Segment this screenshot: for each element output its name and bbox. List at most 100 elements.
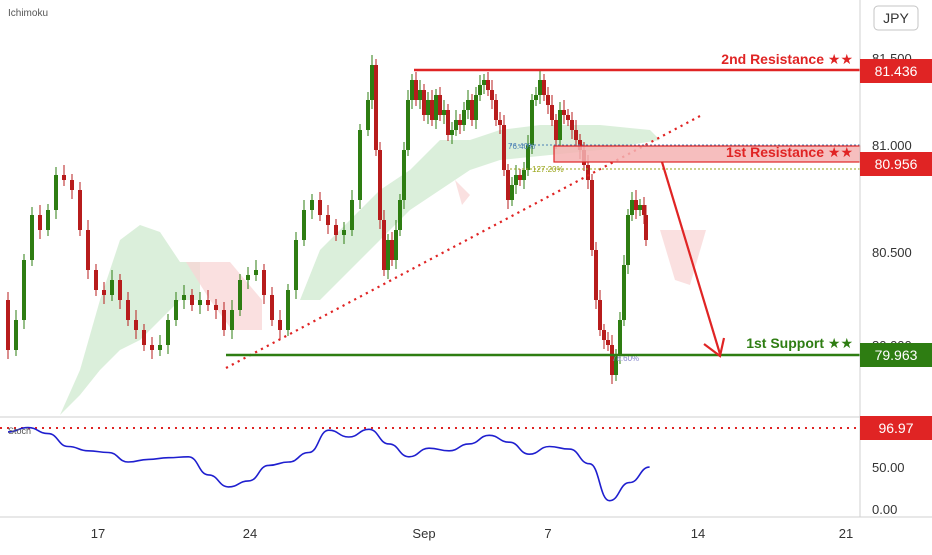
- x-tick-17: 17: [91, 526, 105, 541]
- candle-body: [254, 270, 258, 275]
- candle-body: [422, 90, 426, 115]
- candle-body: [14, 320, 18, 350]
- candle-body: [506, 170, 510, 200]
- candle-body: [198, 300, 202, 305]
- price-tag-first-support: [860, 343, 932, 367]
- candle-body: [606, 340, 610, 345]
- stoch-tick-50: 50.00: [872, 460, 905, 475]
- candle-body: [110, 280, 114, 295]
- candle-body: [430, 100, 434, 120]
- candle-body: [398, 200, 402, 230]
- candle-body: [30, 215, 34, 260]
- candle-body: [410, 80, 414, 100]
- candle-body: [334, 225, 338, 235]
- candle-body: [70, 180, 74, 190]
- candle-body: [326, 215, 330, 225]
- cloud-green-segment-2: [300, 125, 660, 300]
- currency-box[interactable]: [873, 5, 919, 31]
- fib-76-label: 76.40%: [508, 142, 535, 151]
- candle-body: [390, 240, 394, 260]
- candle-body: [406, 100, 410, 150]
- candle-body: [126, 300, 130, 320]
- candle-body: [302, 210, 306, 240]
- stoch-overbought-tag: [860, 416, 932, 440]
- candle-body: [638, 205, 642, 210]
- candle-body: [166, 320, 170, 345]
- cloud-red-segment: [186, 262, 262, 330]
- projection-arrow-head: [703, 337, 726, 358]
- price-tag-first-resistance: [860, 152, 932, 176]
- candle-body: [366, 100, 370, 130]
- first-support-label: 1st Support ★★: [746, 335, 853, 351]
- candle-body: [230, 310, 234, 330]
- candle-body: [394, 230, 398, 260]
- y-tick-80500: 80.500: [872, 245, 912, 260]
- currency-label[interactable]: JPY: [883, 10, 909, 26]
- candle-body: [350, 200, 354, 230]
- candle-body: [118, 280, 122, 300]
- second-resistance-label: 2nd Resistance ★★: [721, 51, 853, 67]
- candle-body: [482, 80, 486, 85]
- candle-body: [466, 100, 470, 110]
- candle-body: [538, 80, 542, 95]
- candle-body: [374, 65, 378, 150]
- candle-body: [550, 105, 554, 120]
- candle-body: [134, 320, 138, 330]
- candle-body: [446, 110, 450, 135]
- x-tick-7: 7: [544, 526, 551, 541]
- candle-body: [454, 120, 458, 130]
- candle-body: [450, 130, 454, 135]
- price-tag-second-resistance-value: 81.436: [875, 63, 918, 79]
- candle-body: [358, 130, 362, 200]
- candle-body: [342, 230, 346, 235]
- price-tag-second-resistance: [860, 59, 932, 83]
- candle-body: [574, 130, 578, 140]
- candle-body: [294, 240, 298, 290]
- candle-body: [598, 300, 602, 330]
- candle-body: [498, 120, 502, 125]
- indicator-title: Ichimoku: [8, 8, 48, 19]
- candle-body: [494, 100, 498, 120]
- candle-body: [490, 90, 494, 100]
- candle-body: [286, 290, 290, 330]
- candle-body: [78, 190, 82, 230]
- candle-body: [158, 345, 162, 350]
- candle-body: [310, 200, 314, 210]
- candle-body: [414, 80, 418, 100]
- candle-body: [626, 215, 630, 265]
- candle-body: [38, 215, 42, 230]
- candle-body: [518, 175, 522, 180]
- candle-body: [554, 120, 558, 140]
- candle-body: [474, 95, 478, 120]
- candle-body: [190, 295, 194, 305]
- candle-body: [62, 175, 66, 180]
- candle-body: [418, 90, 422, 100]
- candle-body: [630, 200, 634, 215]
- candle-body: [562, 110, 566, 115]
- candle-body: [590, 180, 594, 250]
- candle-body: [586, 165, 590, 180]
- candle-body: [618, 320, 622, 355]
- fib-127-label: 127.20%: [532, 165, 564, 174]
- first-resistance-label: 1st Resistance ★★: [726, 144, 853, 160]
- candle-body: [542, 80, 546, 95]
- candle-body: [478, 85, 482, 95]
- price-tag-first-support-value: 79.963: [875, 347, 918, 363]
- x-tick-14: 14: [691, 526, 705, 541]
- candle-body: [610, 345, 614, 375]
- candle-body: [214, 305, 218, 310]
- candle-body: [458, 120, 462, 125]
- stoch-label: Stoch: [8, 426, 31, 436]
- candle-body: [426, 100, 430, 115]
- candle-body: [222, 310, 226, 330]
- stoch-overbought-value: 96.97: [878, 420, 913, 436]
- candle-body: [270, 295, 274, 320]
- candle-body: [558, 110, 562, 140]
- candle-body: [206, 300, 210, 305]
- stoch-tick-0: 0.00: [872, 502, 897, 517]
- candle-body: [602, 330, 606, 340]
- candle-body: [622, 265, 626, 320]
- candle-body: [86, 230, 90, 270]
